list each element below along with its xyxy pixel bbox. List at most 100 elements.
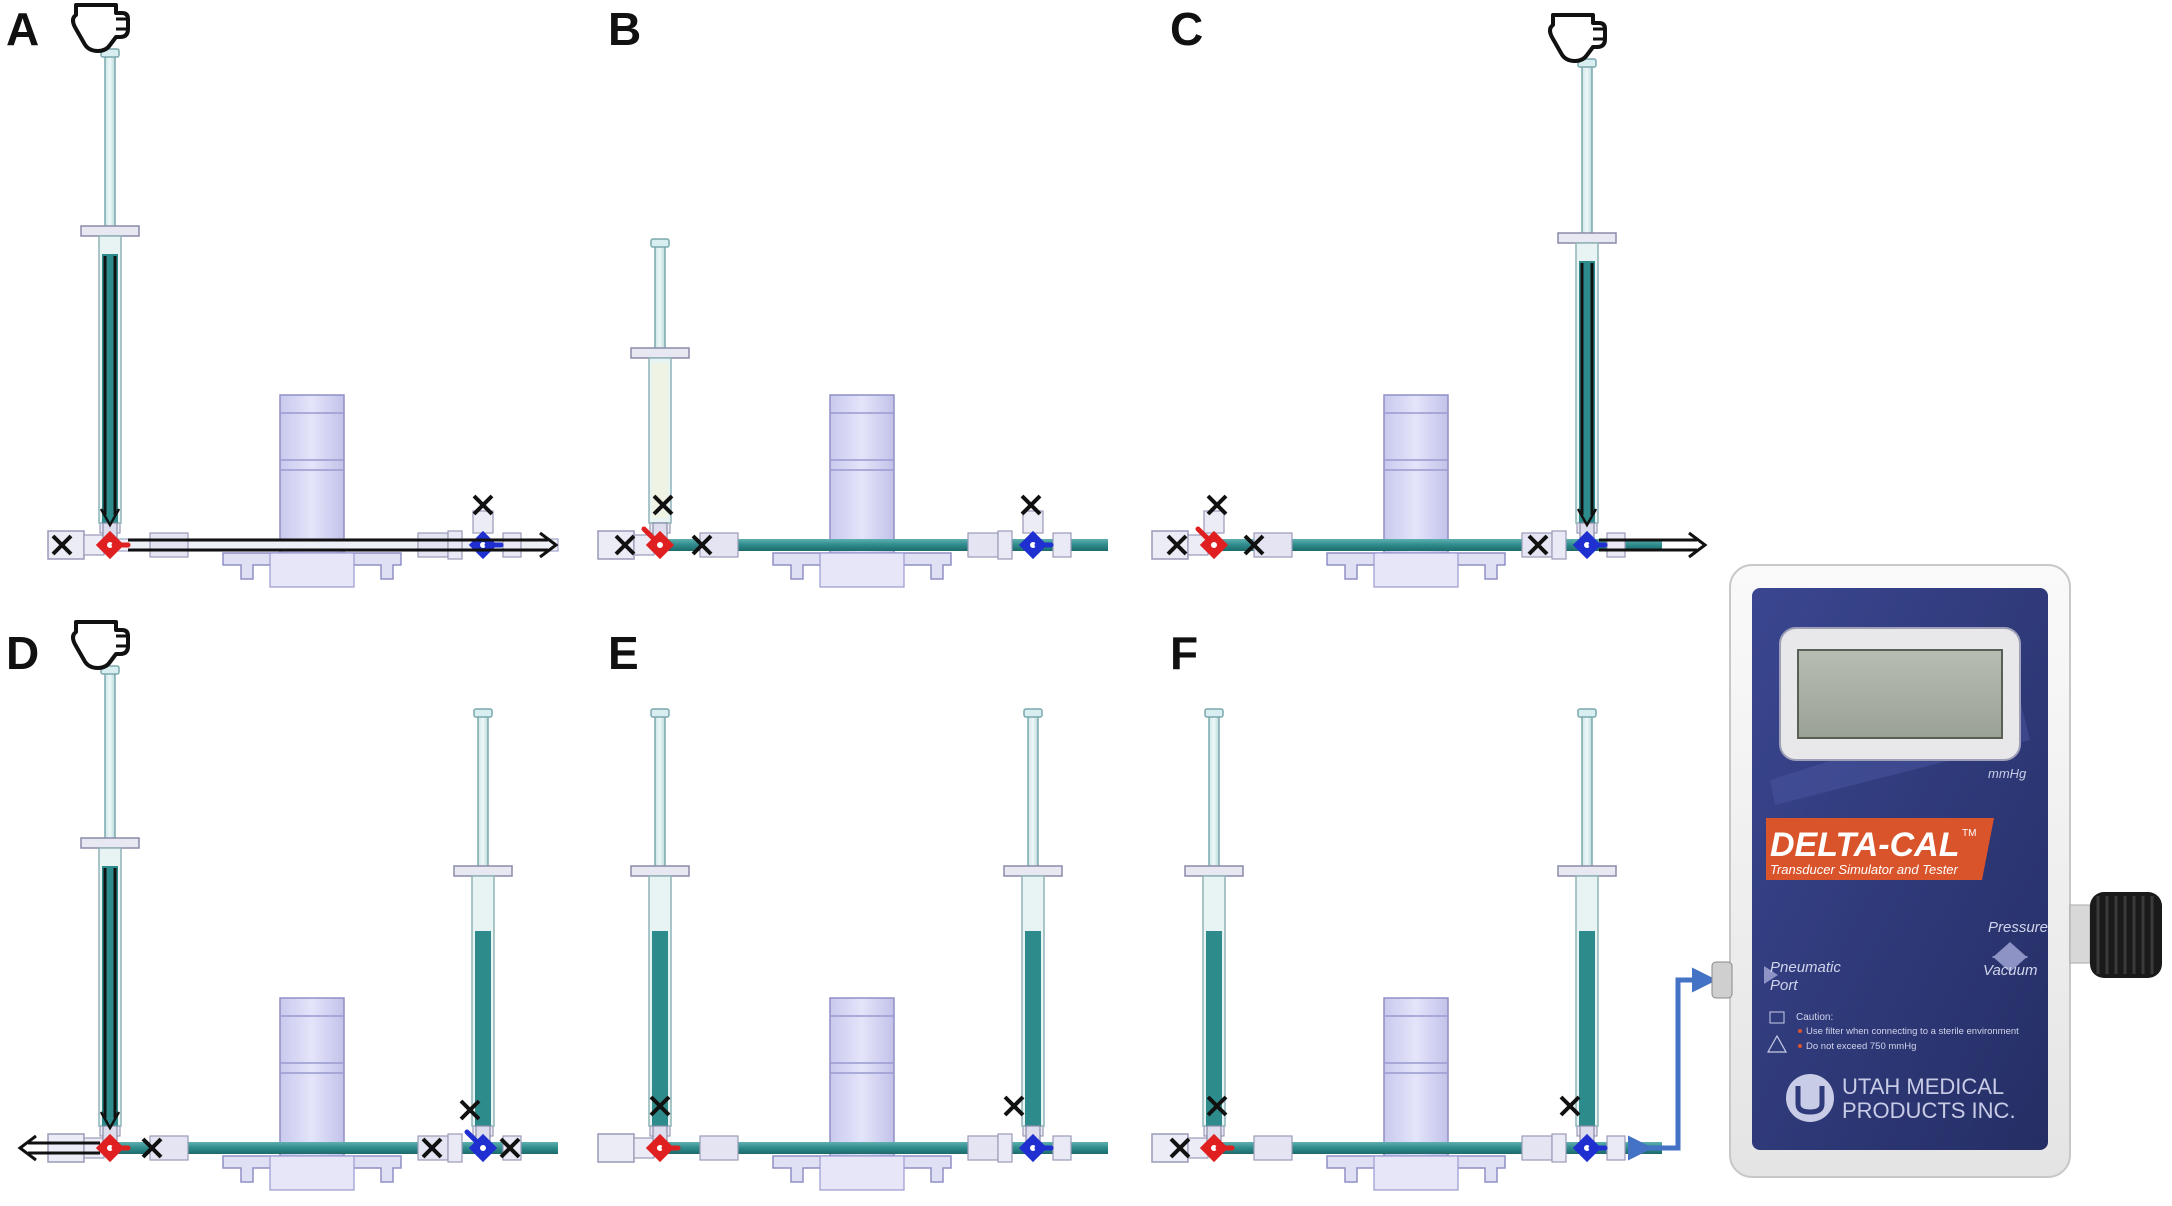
- blocked-x-mark: [1527, 534, 1549, 556]
- blocked-x-mark: [1559, 1095, 1581, 1117]
- left-stopcock-valve: [645, 1133, 681, 1163]
- right-stopcock-valve: [1018, 530, 1054, 560]
- panel-label-b: B: [608, 3, 642, 55]
- luer-connector: [699, 1135, 739, 1161]
- blocked-x-mark: [141, 1137, 163, 1159]
- left-stopcock-valve: [95, 530, 131, 560]
- transducer-dome: [279, 394, 345, 566]
- pneumatic-connector-line: [1628, 967, 1717, 1161]
- caution-line-1: Use filter when connecting to a sterile …: [1806, 1026, 2019, 1037]
- transducer-dome: [279, 997, 345, 1169]
- blocked-x-mark: [1206, 494, 1228, 516]
- panel-label-c: C: [1170, 3, 1204, 55]
- right-stopcock-valve: [468, 530, 504, 560]
- blocked-x-mark: [472, 494, 494, 516]
- port-arrow-icon: [1764, 966, 1778, 984]
- left-stopcock-valve: [1195, 526, 1229, 560]
- luer-connector: [1253, 1135, 1293, 1161]
- transducer-base: [772, 552, 952, 580]
- blocked-x-mark: [1206, 1095, 1228, 1117]
- blocked-x-mark: [1243, 534, 1265, 556]
- luer-connector: [417, 532, 449, 558]
- left-syringe: [80, 48, 140, 540]
- transducer-dome: [829, 394, 895, 566]
- panel-label-a: A: [6, 3, 40, 55]
- brand-name: DELTA-CAL: [1770, 826, 1959, 864]
- vacuum-label: Vacuum: [1983, 962, 2037, 979]
- luer-connector: [149, 532, 189, 558]
- transducer-dome: [829, 997, 895, 1169]
- right-syringe: [453, 708, 513, 1143]
- pressure-label: Pressure: [1988, 919, 2048, 936]
- blocked-x-mark: [649, 1095, 671, 1117]
- left-syringe: [80, 665, 140, 1143]
- hand-push-icon: [71, 620, 130, 670]
- vacuum-down-icon: [1992, 956, 2028, 972]
- hand-push-icon: [1548, 13, 1607, 63]
- end-cap: [47, 530, 85, 560]
- manual-icon: [1769, 1011, 1785, 1024]
- warning-icon: [1766, 1034, 1788, 1053]
- lcd-display: [1797, 649, 2003, 739]
- panel-label-f: F: [1170, 627, 1199, 679]
- flow-arrow: [1599, 538, 1697, 552]
- port-label-line1: Pneumatic: [1770, 959, 1841, 976]
- maker-name-line1: UTAH MEDICAL: [1842, 1074, 2004, 1099]
- panel-label-d: D: [6, 627, 40, 679]
- hand-push-icon: [71, 3, 130, 53]
- right-syringe: [1557, 58, 1617, 540]
- pressure-up-icon: [1992, 942, 2028, 958]
- pneumatic-port: [1711, 961, 1733, 999]
- left-syringe: [1184, 708, 1244, 1143]
- blocked-x-mark: [459, 1099, 481, 1121]
- right-stopcock-valve: [464, 1129, 498, 1163]
- blocked-x-mark: [1020, 494, 1042, 516]
- brand-band: [1766, 818, 1994, 880]
- left-syringe: [630, 238, 690, 540]
- unit-label: mmHg: [1988, 766, 2027, 781]
- maker-logo-icon: [1786, 1074, 1834, 1122]
- panel-label-e: E: [608, 627, 639, 679]
- panel-d: [17, 620, 558, 1191]
- transducer-base: [1326, 552, 1506, 580]
- blocked-x-mark: [691, 534, 713, 556]
- blocked-x-mark: [1003, 1095, 1025, 1117]
- left-stopcock-valve: [641, 526, 675, 560]
- panel-f: [1151, 708, 1662, 1191]
- port-label-line2: Port: [1770, 977, 1798, 994]
- luer-connector: [1521, 1135, 1553, 1161]
- blocked-x-mark: [1169, 1137, 1191, 1159]
- panel-a: [47, 3, 559, 588]
- transducer-base: [222, 552, 402, 580]
- blocked-x-mark: [51, 534, 73, 556]
- luer-connector: [699, 532, 739, 558]
- right-stopcock-valve: [1572, 530, 1608, 560]
- transducer-base: [772, 1155, 952, 1183]
- knob-shaft: [2069, 904, 2091, 964]
- right-syringe: [1557, 708, 1617, 1143]
- blocked-x-mark: [1166, 534, 1188, 556]
- luer-connector: [967, 1135, 999, 1161]
- transducer-dome: [1383, 997, 1449, 1169]
- flow-arrow: [128, 538, 548, 552]
- panel-c: [1151, 13, 1708, 588]
- delta-cal-device: mmHg DELTA-CAL TM Transducer Simulator and …: [1628, 564, 2162, 1178]
- blocked-x-mark: [652, 494, 674, 516]
- blocked-x-mark: [614, 534, 636, 556]
- trademark-mark: TM: [1962, 828, 1976, 839]
- right-syringe: [1003, 708, 1063, 1143]
- blocked-x-mark: [421, 1137, 443, 1159]
- brand-subtitle: Transducer Simulator and Tester: [1770, 862, 1959, 877]
- transducer-base: [222, 1155, 402, 1183]
- transducer-dome: [1383, 394, 1449, 566]
- right-stopcock-valve: [1572, 1133, 1608, 1163]
- blocked-x-mark: [499, 1137, 521, 1159]
- transducer-base: [1326, 1155, 1506, 1183]
- left-stopcock-valve: [1199, 1133, 1235, 1163]
- maker-name-line2: PRODUCTS INC.: [1842, 1098, 2016, 1123]
- left-syringe: [630, 708, 690, 1143]
- left-stopcock-valve: [95, 1133, 131, 1163]
- luer-connector: [967, 532, 999, 558]
